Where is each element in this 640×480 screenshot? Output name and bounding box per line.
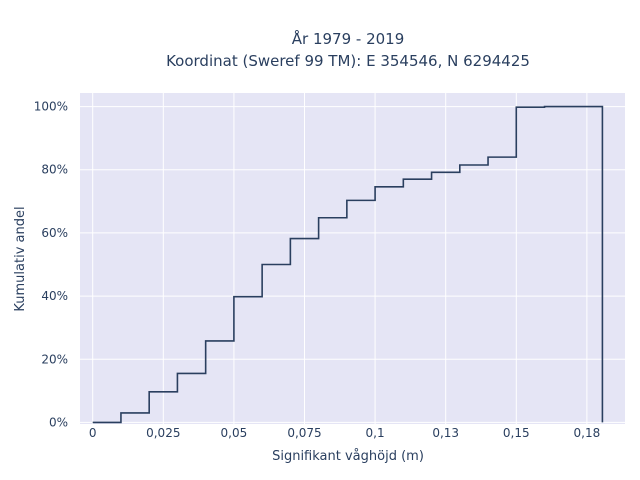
y-axis-ticks: 0% 20% 40% 60% 80% 100% (34, 100, 68, 430)
y-tick-label: 0% (49, 415, 68, 429)
cumulative-step-line (92, 105, 604, 424)
y-tick-label: 80% (41, 163, 68, 177)
x-axis-ticks: 0 0,025 0,05 0,075 0,1 0,13 0,15 0,18 (89, 426, 600, 440)
y-tick-label: 40% (41, 289, 68, 303)
chart-title-line2: Koordinat (Sweref 99 TM): E 354546, N 62… (166, 52, 530, 70)
x-axis-label: Signifikant våghöjd (m) (272, 449, 424, 464)
gridlines (80, 93, 625, 424)
x-tick-label: 0,13 (432, 426, 459, 440)
x-tick-label: 0 (89, 426, 97, 440)
y-tick-label: 60% (41, 226, 68, 240)
y-axis-label: Kumulativ andel (13, 206, 28, 311)
x-tick-label: 0,075 (287, 426, 321, 440)
x-tick-label: 0,18 (574, 426, 601, 440)
plot-area (80, 93, 625, 424)
y-tick-label: 100% (34, 100, 68, 114)
x-tick-label: 0,1 (366, 426, 385, 440)
chart-title-line1: År 1979 - 2019 (292, 29, 405, 48)
y-tick-label: 20% (41, 352, 68, 366)
x-tick-label: 0,15 (503, 426, 530, 440)
x-tick-label: 0,025 (146, 426, 180, 440)
x-tick-label: 0,05 (221, 426, 248, 440)
series-layer (92, 105, 604, 424)
